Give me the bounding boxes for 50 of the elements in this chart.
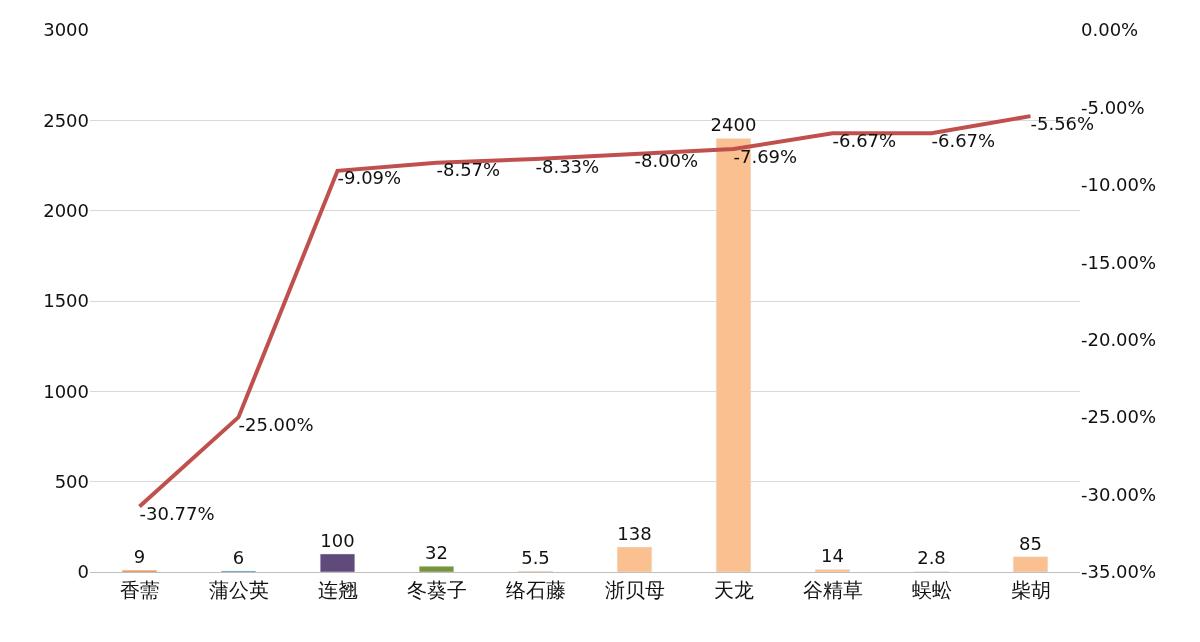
data-label: 32 <box>425 542 448 564</box>
x-tick-label: 络石藤 <box>505 578 566 602</box>
x-tick-label: 柴胡 <box>1010 578 1051 602</box>
data-label: -25.00% <box>238 413 314 435</box>
y-tick-label: 0 <box>77 561 89 583</box>
data-label: 100 <box>320 529 355 551</box>
data-label: 85 <box>1019 532 1042 554</box>
data-label: 138 <box>617 523 652 545</box>
y2-tick-label: -5.00% <box>1081 96 1145 118</box>
bar <box>814 569 851 572</box>
data-label: 6 <box>232 546 245 568</box>
line-series <box>137 114 1033 509</box>
data-label: 9 <box>133 546 146 568</box>
x-tick-label: 蜈蚣 <box>911 578 952 602</box>
x-tick-label: 香薷 <box>119 578 160 602</box>
data-label: -6.67% <box>931 129 996 151</box>
data-label: -8.57% <box>436 159 501 181</box>
y-tick-label: 500 <box>54 470 89 492</box>
y2-tick-label: -10.00% <box>1081 174 1157 196</box>
x-tick-label: 连翘 <box>317 578 358 602</box>
y-tick-label: 1500 <box>43 290 89 312</box>
data-label: 5.5 <box>521 547 550 569</box>
x-tick-label: 天龙 <box>713 578 754 602</box>
bar <box>319 553 356 572</box>
y2-tick-label: -15.00% <box>1081 251 1157 273</box>
data-label: 2400 <box>710 114 757 136</box>
y2-tick-label: -20.00% <box>1081 329 1157 351</box>
y-tick-label: 2500 <box>43 109 89 131</box>
y-tick-label: 2000 <box>43 199 89 221</box>
y-tick-label: 1000 <box>43 380 89 402</box>
y2-tick-label: -30.00% <box>1081 483 1157 505</box>
data-label: -30.77% <box>139 503 215 524</box>
y2-tick-label: -25.00% <box>1081 406 1157 428</box>
x-tick-label: 蒲公英 <box>208 578 269 602</box>
data-label: 14 <box>821 545 844 567</box>
x-tick-label: 浙贝母 <box>604 578 665 602</box>
data-label: -8.33% <box>535 155 600 177</box>
data-label: -6.67% <box>832 129 897 151</box>
y-tick-label: 3000 <box>43 19 89 41</box>
y2-tick-label: 0.00% <box>1081 19 1139 41</box>
data-label: 2.8 <box>917 547 946 569</box>
x-tick-label: 冬葵子 <box>406 578 467 602</box>
bar <box>418 565 455 572</box>
bar <box>616 546 653 572</box>
x-tick-label: 谷精草 <box>802 578 863 602</box>
data-label: -9.09% <box>337 167 402 189</box>
data-label: -8.00% <box>634 150 699 172</box>
y2-tick-label: -35.00% <box>1081 561 1157 583</box>
bar <box>1012 556 1049 572</box>
data-label: -7.69% <box>733 145 798 167</box>
